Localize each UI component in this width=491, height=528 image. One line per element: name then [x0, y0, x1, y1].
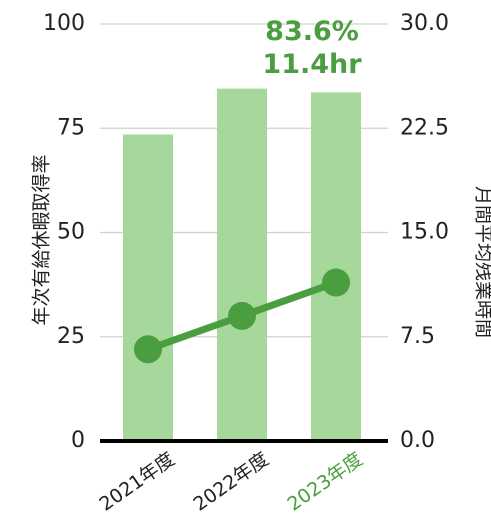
y-tick-label: 0	[71, 428, 85, 453]
bar	[123, 134, 173, 441]
bar	[311, 92, 361, 441]
callout-rate: 83.6%	[265, 16, 359, 47]
right-axis-ticks: 0.0 7.5 15.0 22.5 30.0	[400, 11, 449, 453]
bar	[217, 88, 267, 441]
x-axis-ticks: 2021年度 2022年度 2023年度	[96, 448, 367, 516]
y-tick-label: 75	[57, 115, 85, 140]
callout-hours: 11.4hr	[262, 49, 362, 80]
line-series	[134, 268, 350, 364]
x-tick-label: 2022年度	[190, 448, 273, 516]
x-tick-label: 2021年度	[96, 448, 179, 516]
y-tick-label: 100	[43, 11, 85, 36]
right-axis-title: 月間平均残業時間	[473, 186, 491, 338]
line-point	[228, 301, 256, 330]
bar-series	[123, 88, 361, 441]
y2-tick-label: 0.0	[400, 428, 435, 453]
line-point	[322, 268, 350, 297]
y2-tick-label: 22.5	[400, 115, 449, 140]
line-point	[134, 335, 162, 364]
y2-tick-label: 15.0	[400, 220, 449, 245]
y-tick-label: 50	[57, 220, 85, 245]
left-axis-ticks: 0 25 50 75 100	[43, 11, 85, 453]
y2-tick-label: 7.5	[400, 324, 435, 349]
x-tick-label: 2023年度	[284, 448, 367, 516]
y-tick-label: 25	[57, 324, 85, 349]
left-axis-title: 年次有給休暇取得率	[31, 154, 53, 325]
y2-tick-label: 30.0	[400, 11, 449, 36]
